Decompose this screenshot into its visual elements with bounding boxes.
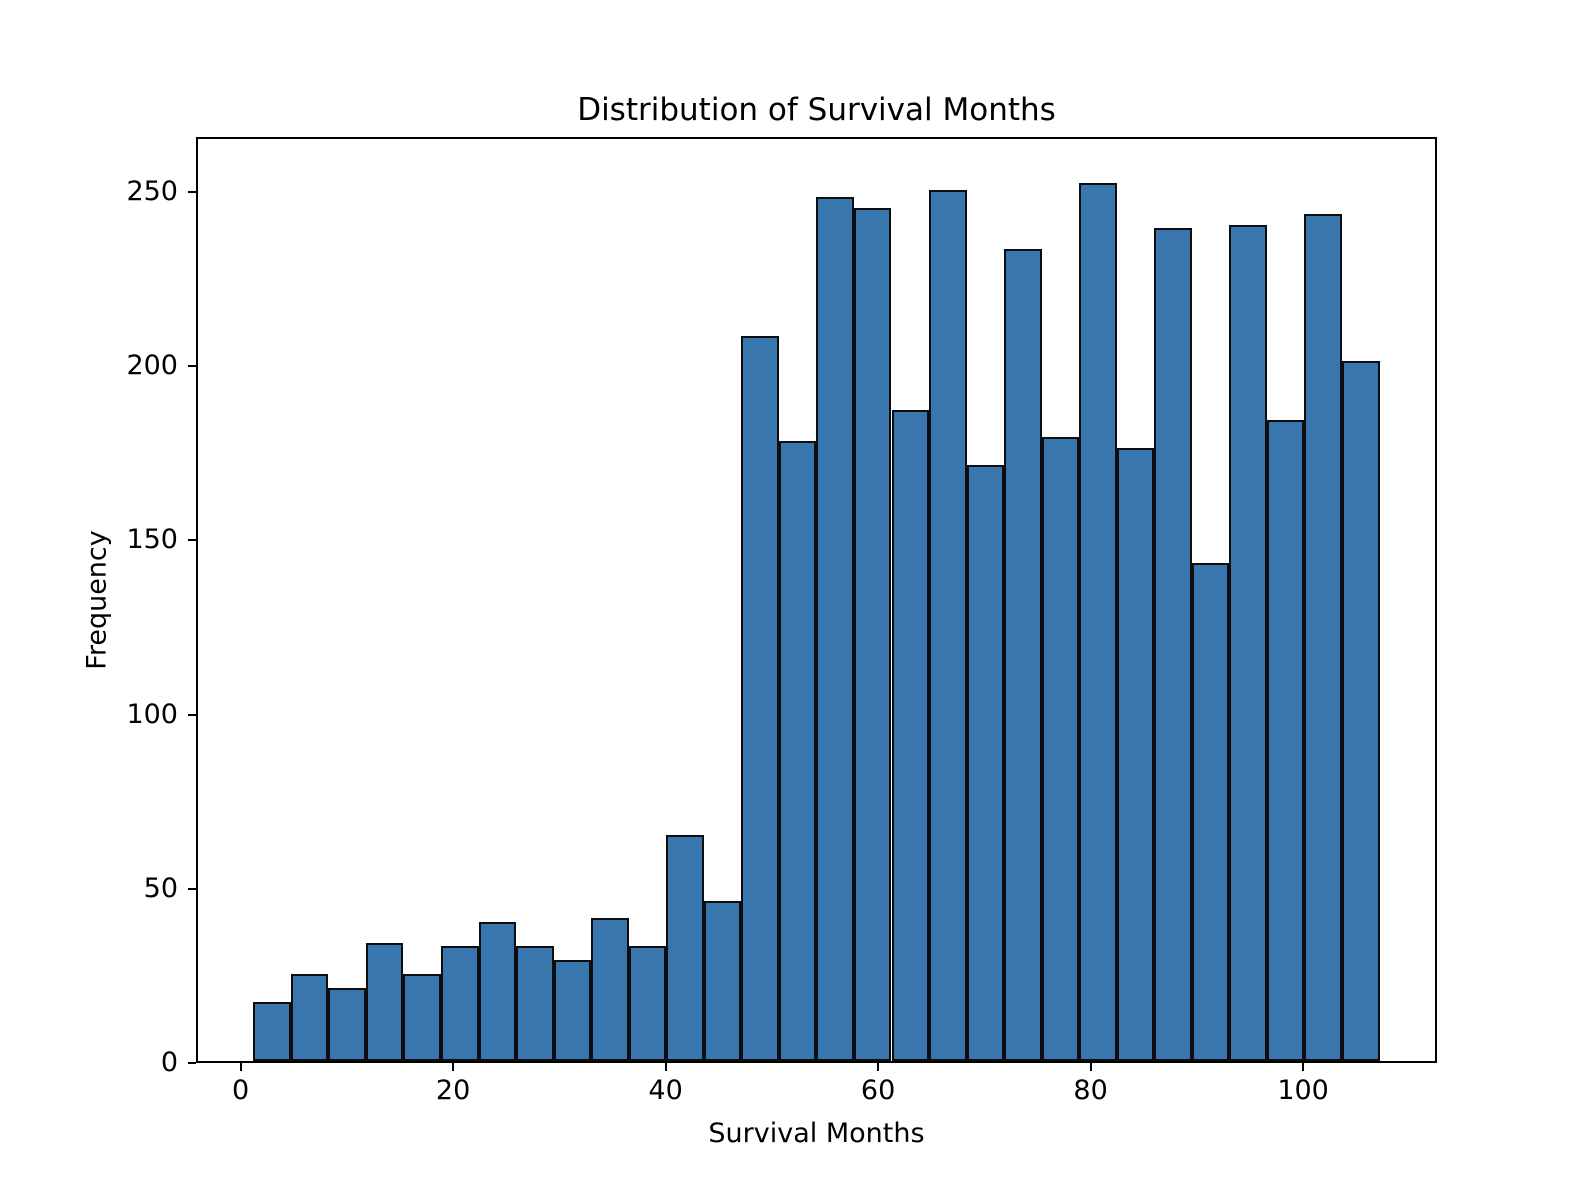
histogram-bar xyxy=(628,946,667,1061)
y-tick-label: 200 xyxy=(126,350,178,382)
chart-title: Distribution of Survival Months xyxy=(577,92,1056,128)
y-tick-mark xyxy=(188,887,196,890)
histogram-bar xyxy=(1116,447,1155,1061)
x-tick-mark xyxy=(452,1063,455,1071)
histogram-bar xyxy=(365,942,404,1061)
x-tick-label: 0 xyxy=(232,1075,250,1106)
plot-area xyxy=(196,137,1437,1063)
histogram-bar xyxy=(290,973,329,1061)
x-tick-mark xyxy=(877,1063,880,1071)
histogram-bar xyxy=(441,946,479,1061)
x-axis-label: Survival Months xyxy=(708,1118,925,1149)
x-tick-label: 80 xyxy=(1073,1075,1108,1106)
y-tick-mark xyxy=(188,365,196,368)
x-tick-label: 40 xyxy=(648,1075,683,1106)
histogram-bar xyxy=(703,900,742,1061)
y-tick-mark xyxy=(188,713,196,716)
histogram-bar xyxy=(853,207,892,1061)
y-tick-mark xyxy=(188,539,196,542)
x-tick-label: 20 xyxy=(435,1075,471,1106)
histogram-bar xyxy=(1304,214,1342,1061)
histogram-bar xyxy=(778,440,817,1061)
x-tick-mark xyxy=(239,1063,242,1071)
x-tick-mark xyxy=(1302,1063,1305,1071)
histogram-bar xyxy=(591,918,629,1061)
histogram-bar xyxy=(1154,228,1192,1061)
y-axis-label: Frequency xyxy=(81,530,113,670)
histogram-bar xyxy=(553,960,592,1061)
histogram-bar xyxy=(1266,420,1305,1061)
histogram-bar xyxy=(478,921,516,1061)
histogram-bar xyxy=(328,987,366,1061)
histogram-bar xyxy=(891,409,929,1061)
x-tick-label: 100 xyxy=(1277,1075,1329,1106)
histogram-bar xyxy=(1004,249,1042,1061)
histogram-bar xyxy=(741,336,779,1061)
histogram-bar xyxy=(966,465,1004,1061)
histogram-bar xyxy=(253,1001,291,1061)
y-tick-label: 50 xyxy=(143,872,178,904)
y-tick-label: 0 xyxy=(160,1047,178,1078)
histogram-bar xyxy=(1229,224,1267,1061)
y-tick-label: 100 xyxy=(126,698,178,730)
histogram-bar xyxy=(666,834,704,1061)
histogram-bars-layer xyxy=(198,139,1435,1061)
y-tick-mark xyxy=(188,1062,196,1064)
histogram-bar xyxy=(929,190,967,1061)
histogram-bar xyxy=(1041,437,1080,1061)
x-tick-label: 60 xyxy=(860,1075,896,1106)
y-tick-label: 150 xyxy=(126,524,178,556)
x-tick-mark xyxy=(664,1063,667,1071)
x-tick-mark xyxy=(1089,1063,1092,1071)
histogram-bar xyxy=(816,197,854,1061)
y-tick-mark xyxy=(188,191,196,193)
histogram-bar xyxy=(403,973,441,1061)
y-tick-label: 250 xyxy=(126,176,178,207)
histogram-bar xyxy=(1342,360,1380,1061)
histogram-bar xyxy=(516,946,554,1061)
histogram-bar xyxy=(1191,562,1230,1061)
histogram-bar xyxy=(1079,183,1117,1061)
